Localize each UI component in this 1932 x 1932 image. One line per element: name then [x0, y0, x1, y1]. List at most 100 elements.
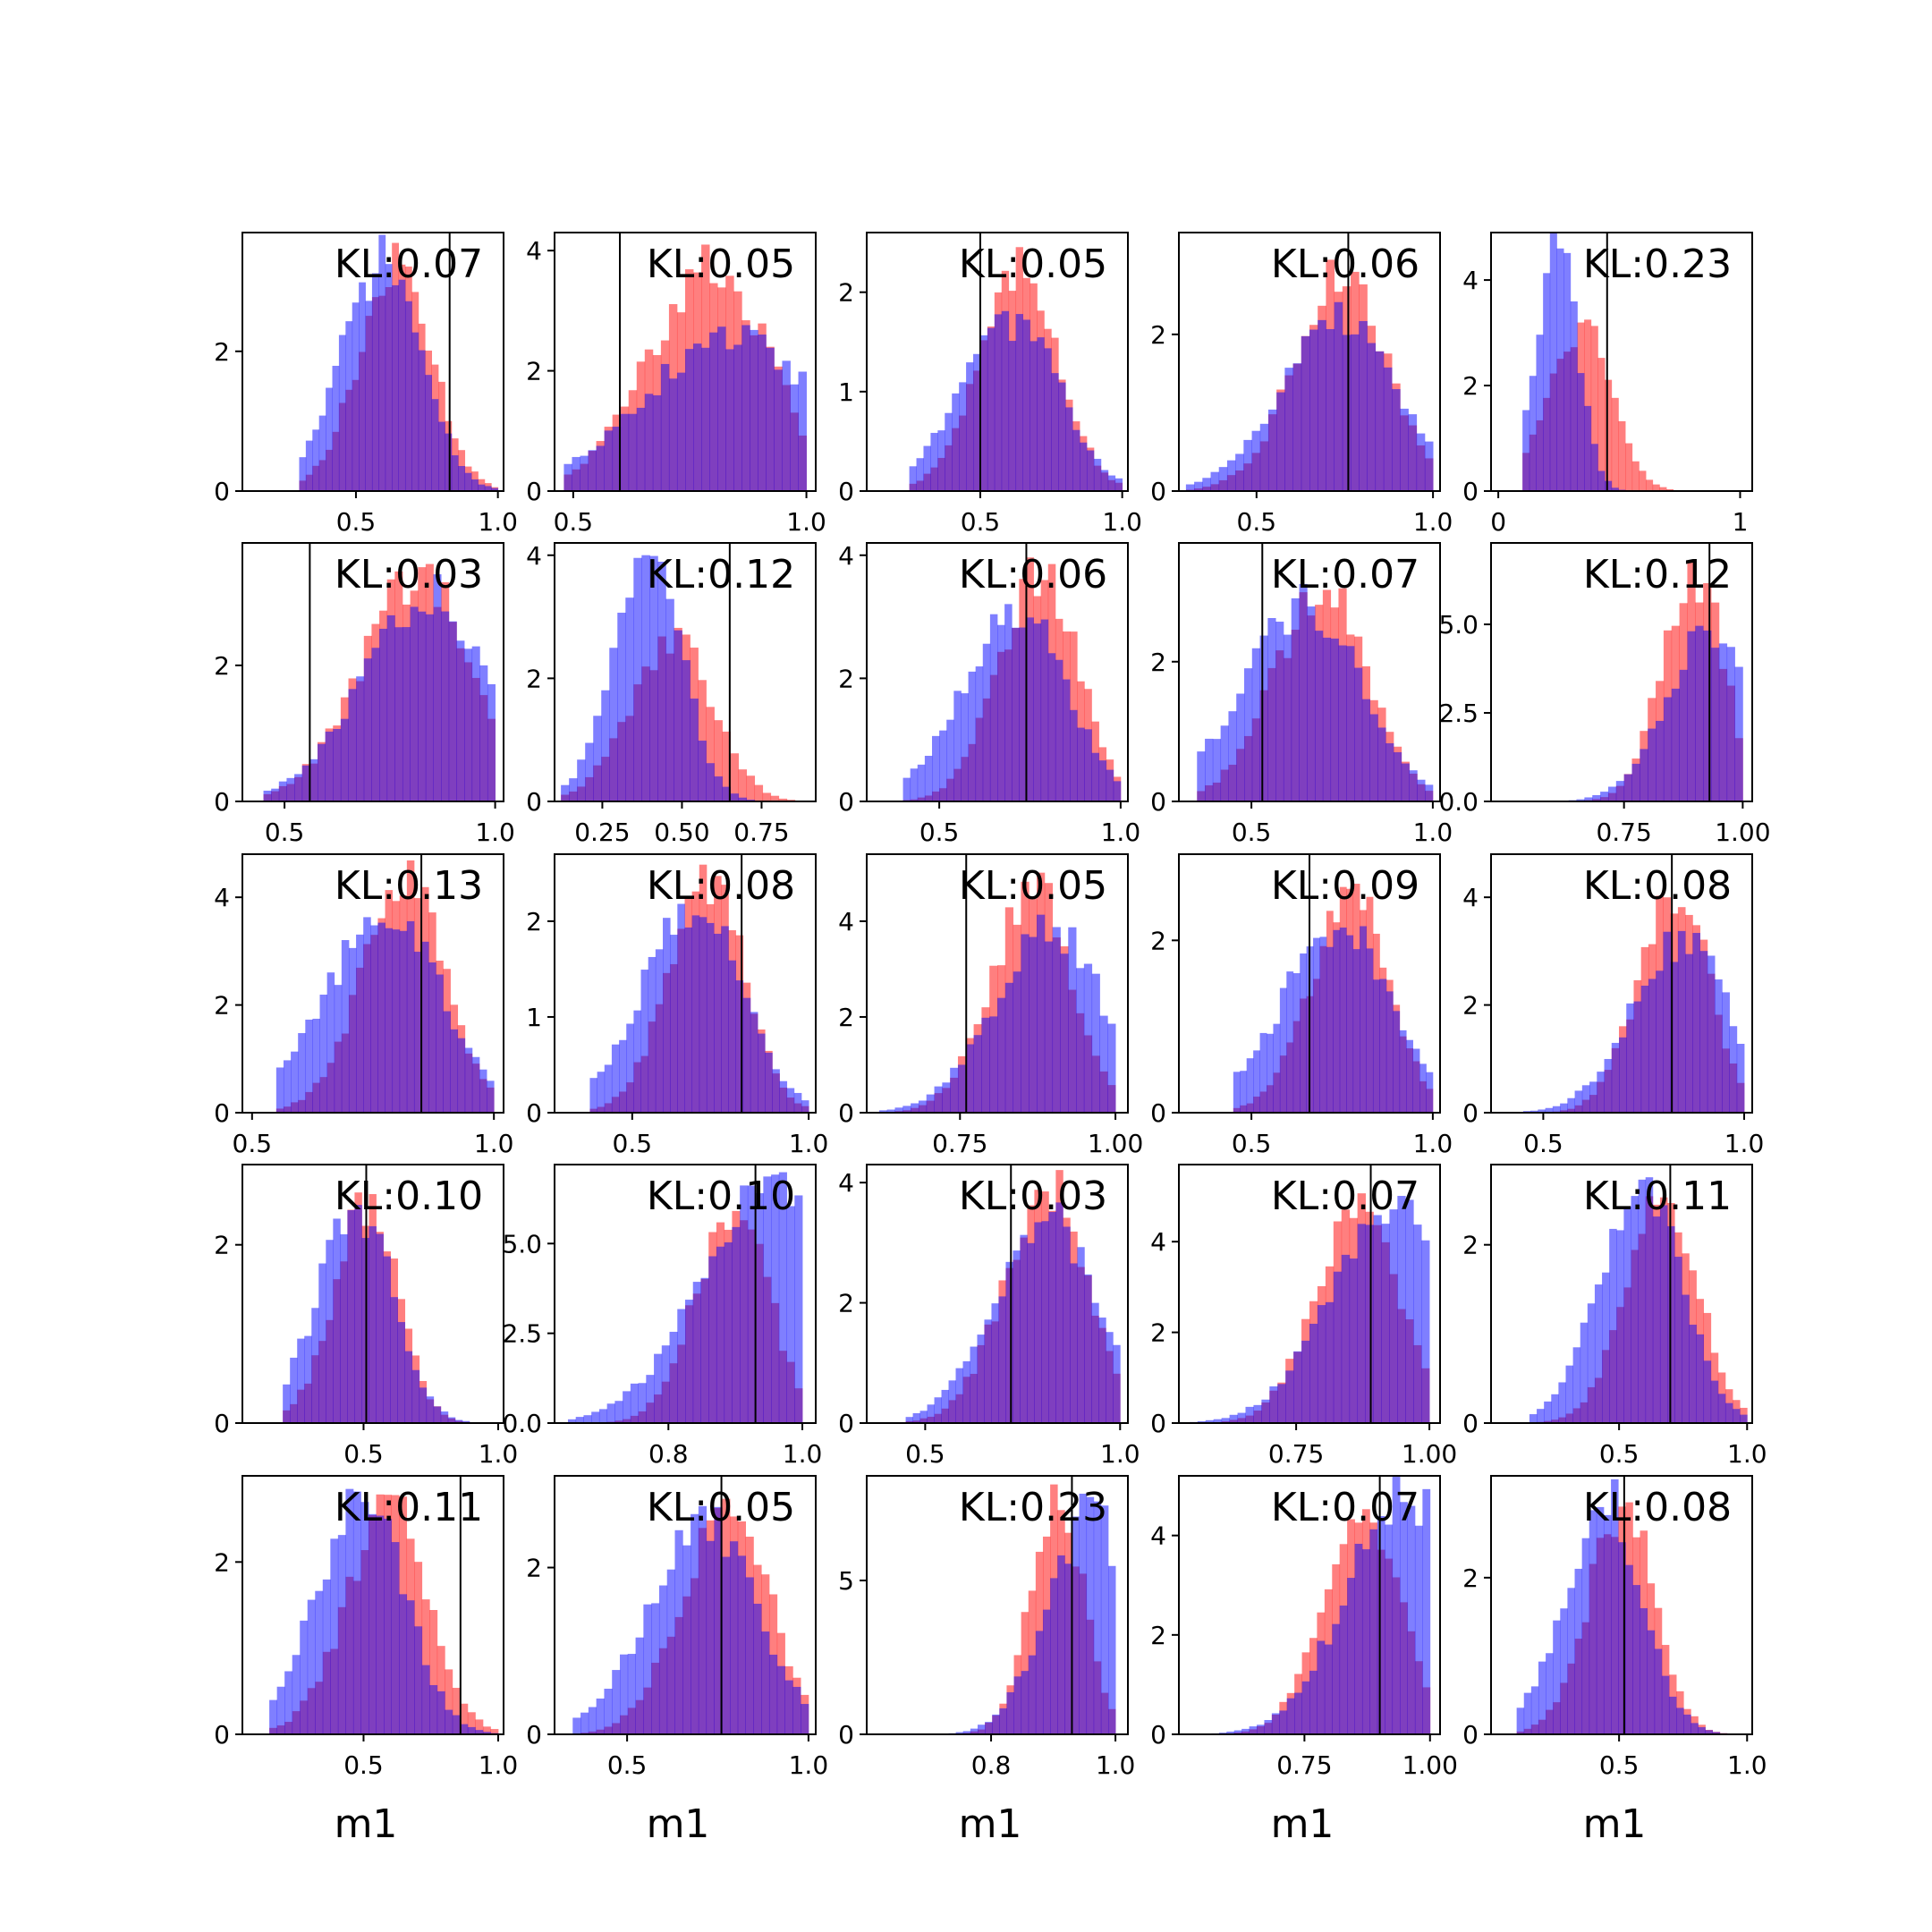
blue-bar — [580, 1712, 589, 1734]
blue-bar — [1424, 441, 1434, 491]
blue-bar — [1341, 1254, 1351, 1423]
blue-bar — [1589, 1510, 1597, 1734]
blue-bar — [1106, 1332, 1114, 1423]
x-tick-label: 1.00 — [1715, 818, 1770, 847]
kl-annotation: KL:0.07 — [1271, 552, 1419, 597]
blue-bar — [701, 347, 710, 491]
blue-bar — [1729, 1026, 1738, 1113]
blue-bar — [1654, 1648, 1663, 1734]
histogram-bars — [1522, 233, 1716, 491]
blue-bar — [1301, 1340, 1310, 1423]
blue-bar — [1567, 1588, 1575, 1734]
blue-bar — [1584, 797, 1593, 801]
blue-bar — [440, 1411, 449, 1423]
red-bar — [1584, 319, 1592, 491]
blue-bar — [1324, 1644, 1333, 1734]
y-tick-label: 4 — [526, 541, 542, 571]
blue-bar — [1218, 467, 1228, 491]
blue-bar — [1587, 1303, 1596, 1423]
blue-bar — [1597, 1072, 1605, 1113]
blue-bar — [1663, 931, 1672, 1113]
y-tick-label: 0 — [1150, 787, 1166, 817]
red-bar — [429, 1610, 438, 1734]
blue-bar — [1229, 1414, 1238, 1423]
y-tick-label: 2 — [1462, 1563, 1479, 1593]
x-tick-label: 0.75 — [1268, 1439, 1324, 1469]
kl-annotation: KL:0.10 — [647, 1174, 795, 1219]
blue-bar — [661, 1345, 670, 1423]
subplot-5-4: 0.75 1.00 0 2 4 KL:0.07 m1 — [1150, 1475, 1458, 1847]
subplot-4-5: 0.5 1.0 0 2 KL:0.11 — [1462, 1164, 1767, 1469]
blue-bar — [1413, 1224, 1422, 1423]
blue-bar — [649, 555, 658, 801]
blue-bar — [1035, 1631, 1044, 1734]
subplot-frame — [242, 1164, 504, 1424]
blue-bar — [930, 432, 938, 491]
blue-bar — [1656, 970, 1664, 1113]
blue-bar — [1581, 1538, 1590, 1734]
blue-bar — [1029, 936, 1038, 1113]
red-bar — [460, 1703, 469, 1734]
histogram-bars — [1522, 895, 1745, 1113]
blue-bar — [457, 1038, 466, 1113]
blue-bar — [1333, 1271, 1343, 1423]
blue-bar — [596, 1699, 605, 1734]
blue-bar — [666, 1569, 675, 1734]
blue-bar — [628, 413, 638, 491]
blue-bar — [471, 479, 479, 491]
x-tick-label: 0.5 — [613, 1129, 653, 1158]
x-tick-label: 1.0 — [1096, 1750, 1136, 1780]
blue-bar — [894, 1107, 903, 1113]
blue-bar — [1558, 1382, 1566, 1423]
red-bar — [1625, 443, 1633, 491]
histogram-bars — [589, 864, 809, 1113]
blue-bar — [319, 995, 328, 1113]
blue-bar — [1690, 1723, 1699, 1734]
blue-bar — [404, 1351, 413, 1423]
y-tick-label: 0 — [526, 787, 542, 817]
blue-bar — [979, 335, 988, 491]
x-axis-title: m1 — [1271, 1801, 1335, 1847]
blue-bar — [638, 1383, 647, 1423]
red-bar — [1618, 420, 1626, 491]
subplot-5-5: 0.5 1.0 0 2 KL:0.08 m1 — [1462, 1475, 1767, 1847]
blue-bar — [368, 1513, 377, 1734]
blue-bar — [429, 1684, 438, 1734]
blue-bar — [1333, 929, 1341, 1113]
blue-bar — [1597, 470, 1606, 491]
blue-bar — [1317, 1640, 1326, 1734]
blue-bar — [1412, 1048, 1420, 1113]
blue-bar — [648, 956, 657, 1113]
blue-bar — [1551, 1394, 1559, 1423]
blue-bar — [1549, 233, 1557, 491]
blue-bar — [1251, 430, 1261, 491]
blue-bar — [926, 1094, 935, 1113]
blue-bar — [912, 1412, 920, 1423]
blue-bar — [438, 421, 445, 491]
blue-bar — [1276, 392, 1285, 491]
blue-bar — [633, 557, 642, 801]
kl-annotation: KL:0.09 — [1271, 863, 1419, 909]
blue-bar — [1560, 1103, 1568, 1113]
blue-bar — [1616, 1230, 1624, 1423]
subplot-2-5: 0.75 1.00 0.0 2.5 5.0 KL:0.12 — [1438, 542, 1771, 847]
kl-annotation: KL:0.03 — [959, 1174, 1107, 1219]
blue-bar — [716, 1246, 725, 1423]
blue-bar — [441, 611, 450, 801]
y-tick-label: 4 — [838, 541, 854, 571]
blue-bar — [1689, 1325, 1697, 1423]
blue-bar — [330, 1538, 339, 1734]
blue-bar — [1640, 1607, 1648, 1734]
blue-bar — [1279, 1710, 1288, 1734]
blue-bar — [1369, 714, 1378, 801]
blue-bar — [390, 1297, 398, 1423]
blue-bar — [299, 457, 307, 491]
blue-bar — [1033, 623, 1042, 801]
y-tick-label: 0 — [214, 1409, 230, 1438]
blue-bar — [445, 1709, 453, 1734]
y-tick-label: 2 — [838, 1289, 854, 1318]
blue-bar — [1365, 1224, 1374, 1423]
blue-bar — [654, 1353, 663, 1423]
blue-bar — [778, 1172, 787, 1423]
blue-bar — [1565, 1365, 1574, 1423]
